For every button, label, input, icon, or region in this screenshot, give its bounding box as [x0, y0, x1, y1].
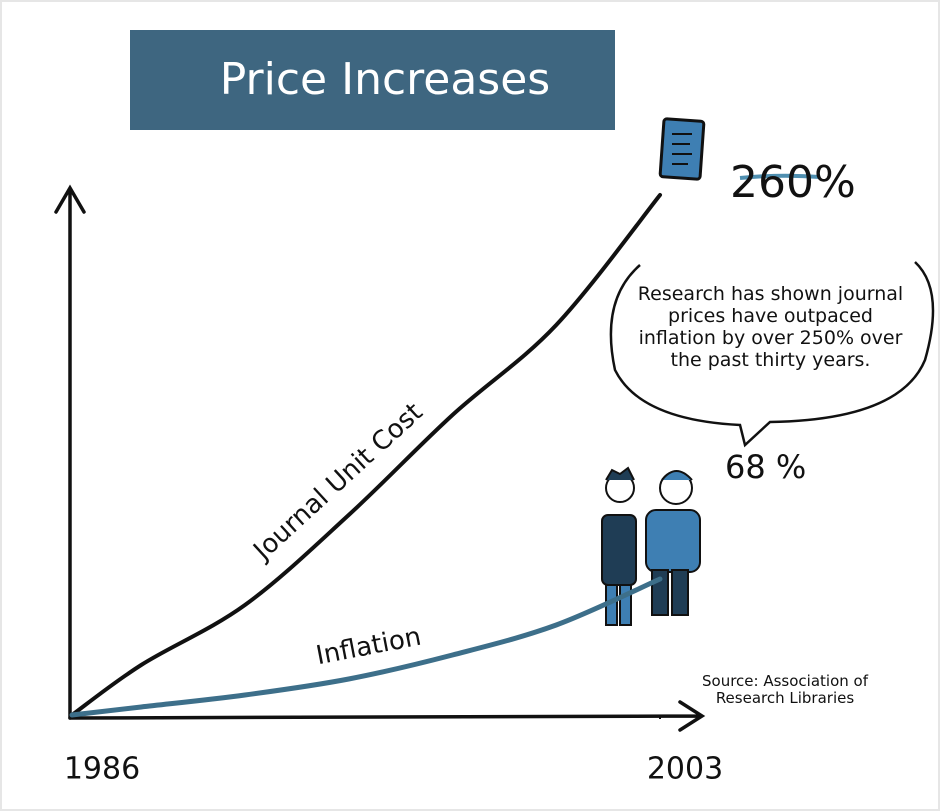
series-line [69, 576, 663, 718]
x-axis [68, 700, 706, 732]
annotation: Research has shown journal prices have o… [637, 283, 904, 371]
x-tick-label: 1986 [64, 752, 140, 787]
source-note: Source: Association of Research Librarie… [702, 672, 868, 707]
series-line [70, 193, 662, 717]
value-label: 68 % [725, 448, 806, 486]
x-tick-label: 2003 [647, 752, 723, 787]
people-illustration [601, 466, 701, 626]
series-label: Journal Unit Cost [247, 397, 429, 567]
label-underline [739, 173, 821, 180]
value-label: 260% [730, 157, 856, 208]
chart-title: Price Increases [220, 54, 550, 105]
y-axis [54, 184, 86, 720]
title-box [130, 30, 615, 130]
speech-bubble [609, 261, 935, 448]
journal-icon [658, 117, 706, 181]
